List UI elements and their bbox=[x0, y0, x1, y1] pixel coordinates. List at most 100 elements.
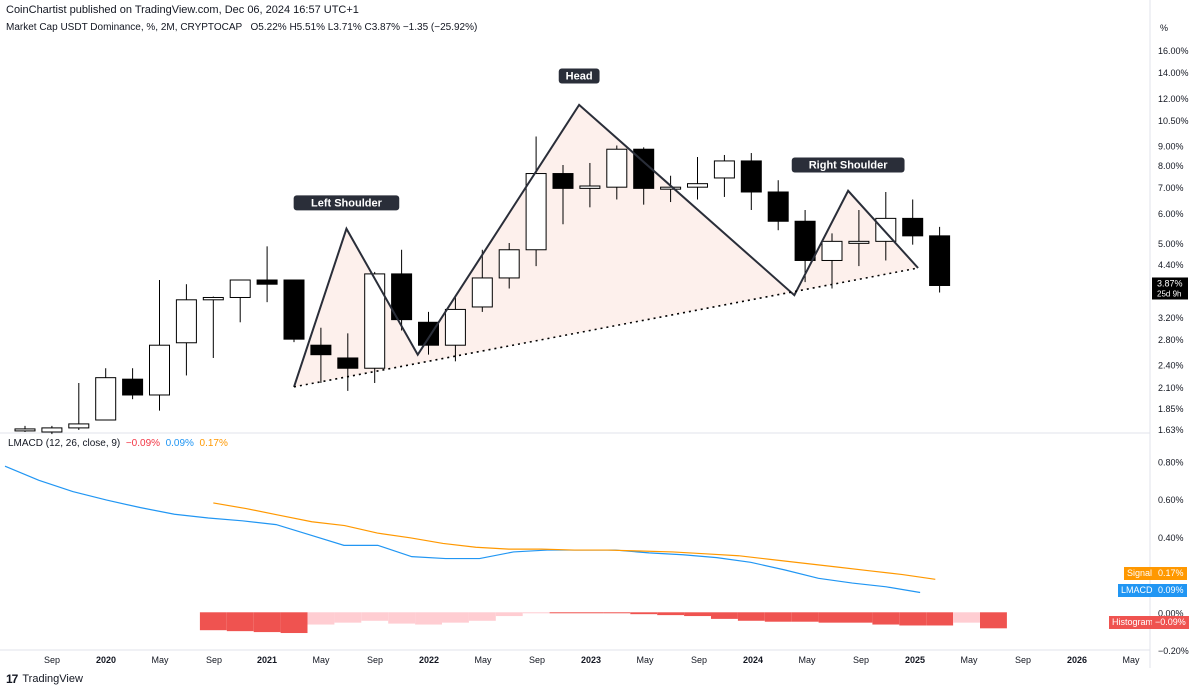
candle-body bbox=[579, 185, 601, 189]
macd-line-value: 0.09% bbox=[165, 438, 194, 449]
histogram-bar bbox=[442, 612, 469, 623]
candle-body bbox=[283, 279, 305, 340]
last-price-box bbox=[1152, 277, 1188, 300]
price-tick-label: 2.40% bbox=[1158, 361, 1184, 371]
macd-legend: LMACD (12, 26, close, 9) −0.09% 0.09% 0.… bbox=[8, 438, 228, 449]
candle-body bbox=[498, 249, 520, 279]
candle-body bbox=[929, 235, 951, 286]
tradingview-logo-icon: 17 bbox=[6, 672, 18, 686]
price-tick-label: 6.00% bbox=[1158, 209, 1184, 219]
candle-body bbox=[471, 277, 493, 308]
candle-body bbox=[713, 160, 735, 179]
time-tick-label: Sep bbox=[853, 655, 869, 665]
head-label-text: Head bbox=[566, 70, 593, 82]
price-tick-label: 14.00% bbox=[1158, 68, 1189, 78]
price-tick-label: 10.50% bbox=[1158, 116, 1189, 126]
candle-body bbox=[687, 183, 708, 188]
brand-name: TradingView bbox=[22, 673, 83, 685]
price-tick-label: 3.20% bbox=[1158, 313, 1184, 323]
histogram-bar bbox=[980, 612, 1007, 629]
time-tick-label: Sep bbox=[206, 655, 222, 665]
histogram-bar bbox=[657, 612, 685, 616]
histogram-bar bbox=[388, 612, 416, 624]
signal-tag-value: 0.17% bbox=[1155, 567, 1187, 580]
macd-tick-label: 0.00% bbox=[1158, 608, 1184, 618]
candle-body bbox=[848, 240, 870, 244]
macd-tick-label: 0.40% bbox=[1158, 533, 1184, 543]
time-tick-label: 2022 bbox=[419, 655, 439, 665]
candle-body bbox=[229, 279, 251, 298]
histogram-bar bbox=[468, 612, 496, 621]
candle-body bbox=[68, 423, 90, 429]
histogram-bar bbox=[953, 612, 980, 623]
neckline bbox=[293, 267, 919, 388]
histogram-bar bbox=[415, 612, 442, 625]
time-tick-label: 2024 bbox=[743, 655, 763, 665]
candle-body bbox=[149, 344, 170, 396]
histogram-bar bbox=[522, 612, 550, 614]
histogram-bar bbox=[684, 612, 711, 617]
histogram-bar bbox=[603, 612, 631, 614]
macd-tick-label: 0.80% bbox=[1158, 457, 1184, 467]
right-shoulder-label: Right Shoulder bbox=[791, 157, 905, 173]
lmacd-tag: LMACD bbox=[1118, 584, 1156, 597]
candle-body bbox=[337, 357, 359, 369]
histogram-bar bbox=[711, 612, 738, 619]
time-tick-label: May bbox=[960, 655, 978, 665]
candle-body bbox=[95, 377, 117, 421]
right-shoulder-label-bg bbox=[791, 157, 905, 173]
histogram-bar bbox=[737, 612, 765, 621]
histogram-bar bbox=[199, 612, 227, 631]
footer-brand[interactable]: 17 TradingView bbox=[6, 672, 83, 686]
histogram-bar bbox=[899, 612, 927, 626]
price-tick-label: 9.00% bbox=[1158, 141, 1184, 151]
histogram-bar bbox=[549, 612, 577, 614]
head-label-bg bbox=[558, 68, 600, 84]
histogram-bar bbox=[845, 612, 873, 623]
time-tick-label: Sep bbox=[691, 655, 707, 665]
histogram-bar bbox=[307, 612, 335, 625]
right-shoulder-label-text: Right Shoulder bbox=[809, 160, 889, 172]
histogram-bar bbox=[764, 612, 792, 622]
candle-body bbox=[794, 220, 816, 261]
candle-body bbox=[175, 299, 197, 344]
candle-body bbox=[821, 240, 843, 261]
price-tick-label: 16.00% bbox=[1158, 46, 1189, 56]
price-tick-label: 12.00% bbox=[1158, 94, 1189, 104]
candle-body bbox=[740, 160, 762, 193]
candle-body bbox=[391, 273, 413, 321]
candle-body bbox=[444, 308, 466, 346]
time-tick-label: May bbox=[151, 655, 169, 665]
candle-body bbox=[122, 378, 144, 396]
histogram-bar bbox=[791, 612, 819, 622]
macd-tick-label: −0.20% bbox=[1158, 646, 1189, 656]
symbol-info: Market Cap USDT Dominance, %, 2M, CRYPTO… bbox=[6, 22, 477, 33]
signal-line bbox=[213, 502, 936, 580]
histogram-tag-value: −0.09% bbox=[1152, 616, 1189, 629]
lmacd-line bbox=[4, 465, 921, 594]
price-tick-label: 5.00% bbox=[1158, 239, 1184, 249]
time-tick-label: Sep bbox=[367, 655, 383, 665]
histogram-bar bbox=[576, 612, 604, 614]
histogram-bar bbox=[630, 612, 658, 615]
pattern-outline bbox=[293, 103, 919, 388]
macd-tick-label: 0.60% bbox=[1158, 495, 1184, 505]
macd-signal-value: 0.17% bbox=[199, 438, 228, 449]
histogram-tag: Histogram bbox=[1109, 616, 1157, 629]
histogram-bar bbox=[495, 612, 523, 617]
last-price-label: 3.87% bbox=[1157, 278, 1183, 288]
symbol-title: Market Cap USDT Dominance, %, 2M, CRYPTO… bbox=[6, 22, 243, 33]
histogram-bar bbox=[361, 612, 389, 621]
time-tick-label: 2025 bbox=[905, 655, 925, 665]
histogram-bar bbox=[280, 612, 308, 634]
candle-body bbox=[552, 173, 574, 189]
candle-body bbox=[202, 296, 224, 301]
price-tick-label: 2.80% bbox=[1158, 335, 1184, 345]
published-caption: CoinChartist published on TradingView.co… bbox=[6, 4, 359, 16]
time-tick-label: May bbox=[312, 655, 330, 665]
histogram-bar bbox=[872, 612, 900, 625]
candle-body bbox=[525, 173, 547, 251]
histogram-bar bbox=[818, 612, 846, 623]
price-tick-label: 4.40% bbox=[1158, 260, 1184, 270]
